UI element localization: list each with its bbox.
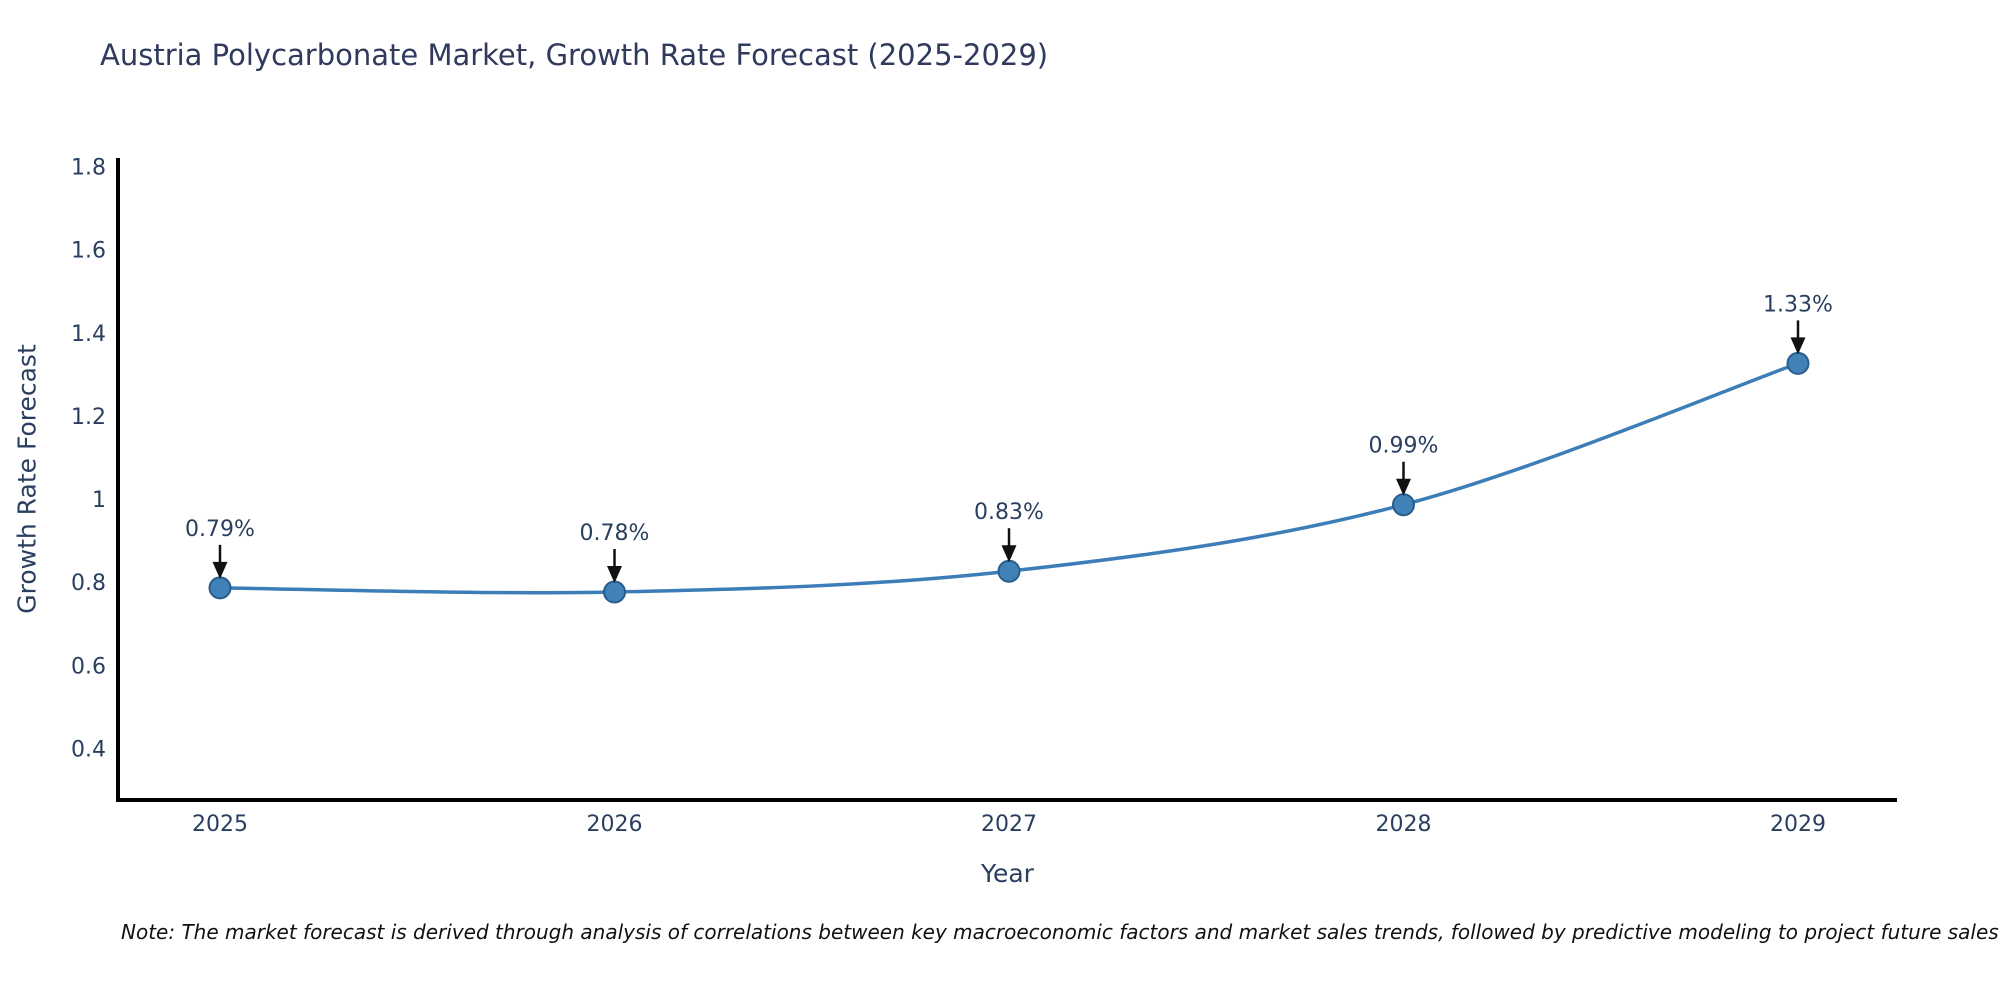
y-tick-label-1: 1 bbox=[92, 488, 106, 513]
footnote-text: Note: The market forecast is derived thr… bbox=[121, 920, 1999, 944]
data-point-2025[interactable] bbox=[208, 576, 232, 600]
annotation-label-2028: 0.99% bbox=[1369, 434, 1439, 459]
annotation-label-2026: 0.78% bbox=[580, 521, 650, 546]
chart-title: Austria Polycarbonate Market, Growth Rat… bbox=[100, 38, 1049, 72]
y-tick-label-0.8: 0.8 bbox=[71, 571, 106, 596]
x-axis-title: Year bbox=[980, 859, 1035, 888]
data-point-2029[interactable] bbox=[1786, 351, 1810, 375]
y-tick-label-1.6: 1.6 bbox=[71, 239, 106, 264]
y-tick-label-0.6: 0.6 bbox=[71, 654, 106, 679]
data-point-2027[interactable] bbox=[997, 559, 1021, 583]
x-tick-label-2027: 2027 bbox=[981, 812, 1037, 837]
annotation-arrowhead-2029 bbox=[1790, 337, 1806, 355]
y-tick-label-0.4: 0.4 bbox=[71, 738, 106, 763]
y-tick-label-1.4: 1.4 bbox=[71, 322, 106, 347]
annotation-arrowhead-2027 bbox=[1001, 545, 1017, 563]
data-point-2028[interactable] bbox=[1392, 493, 1415, 517]
annotation-label-2029: 1.33% bbox=[1763, 292, 1833, 317]
x-tick-label-2028: 2028 bbox=[1376, 812, 1432, 837]
x-tick-label-2025: 2025 bbox=[192, 812, 248, 837]
x-tick-label-2026: 2026 bbox=[587, 812, 643, 837]
annotation-arrowhead-2028 bbox=[1396, 478, 1411, 496]
data-point-2026[interactable] bbox=[603, 580, 626, 604]
y-tick-label-1.2: 1.2 bbox=[71, 405, 106, 430]
annotation-arrowhead-2026 bbox=[607, 566, 622, 584]
annotation-label-2025: 0.79% bbox=[185, 517, 255, 542]
y-axis-title: Growth Rate Forecast bbox=[13, 344, 42, 614]
annotation-label-2027: 0.83% bbox=[974, 500, 1044, 525]
x-tick-label-2029: 2029 bbox=[1770, 812, 1826, 837]
annotation-arrowhead-2025 bbox=[212, 561, 228, 579]
y-tick-label-1.8: 1.8 bbox=[71, 156, 106, 181]
